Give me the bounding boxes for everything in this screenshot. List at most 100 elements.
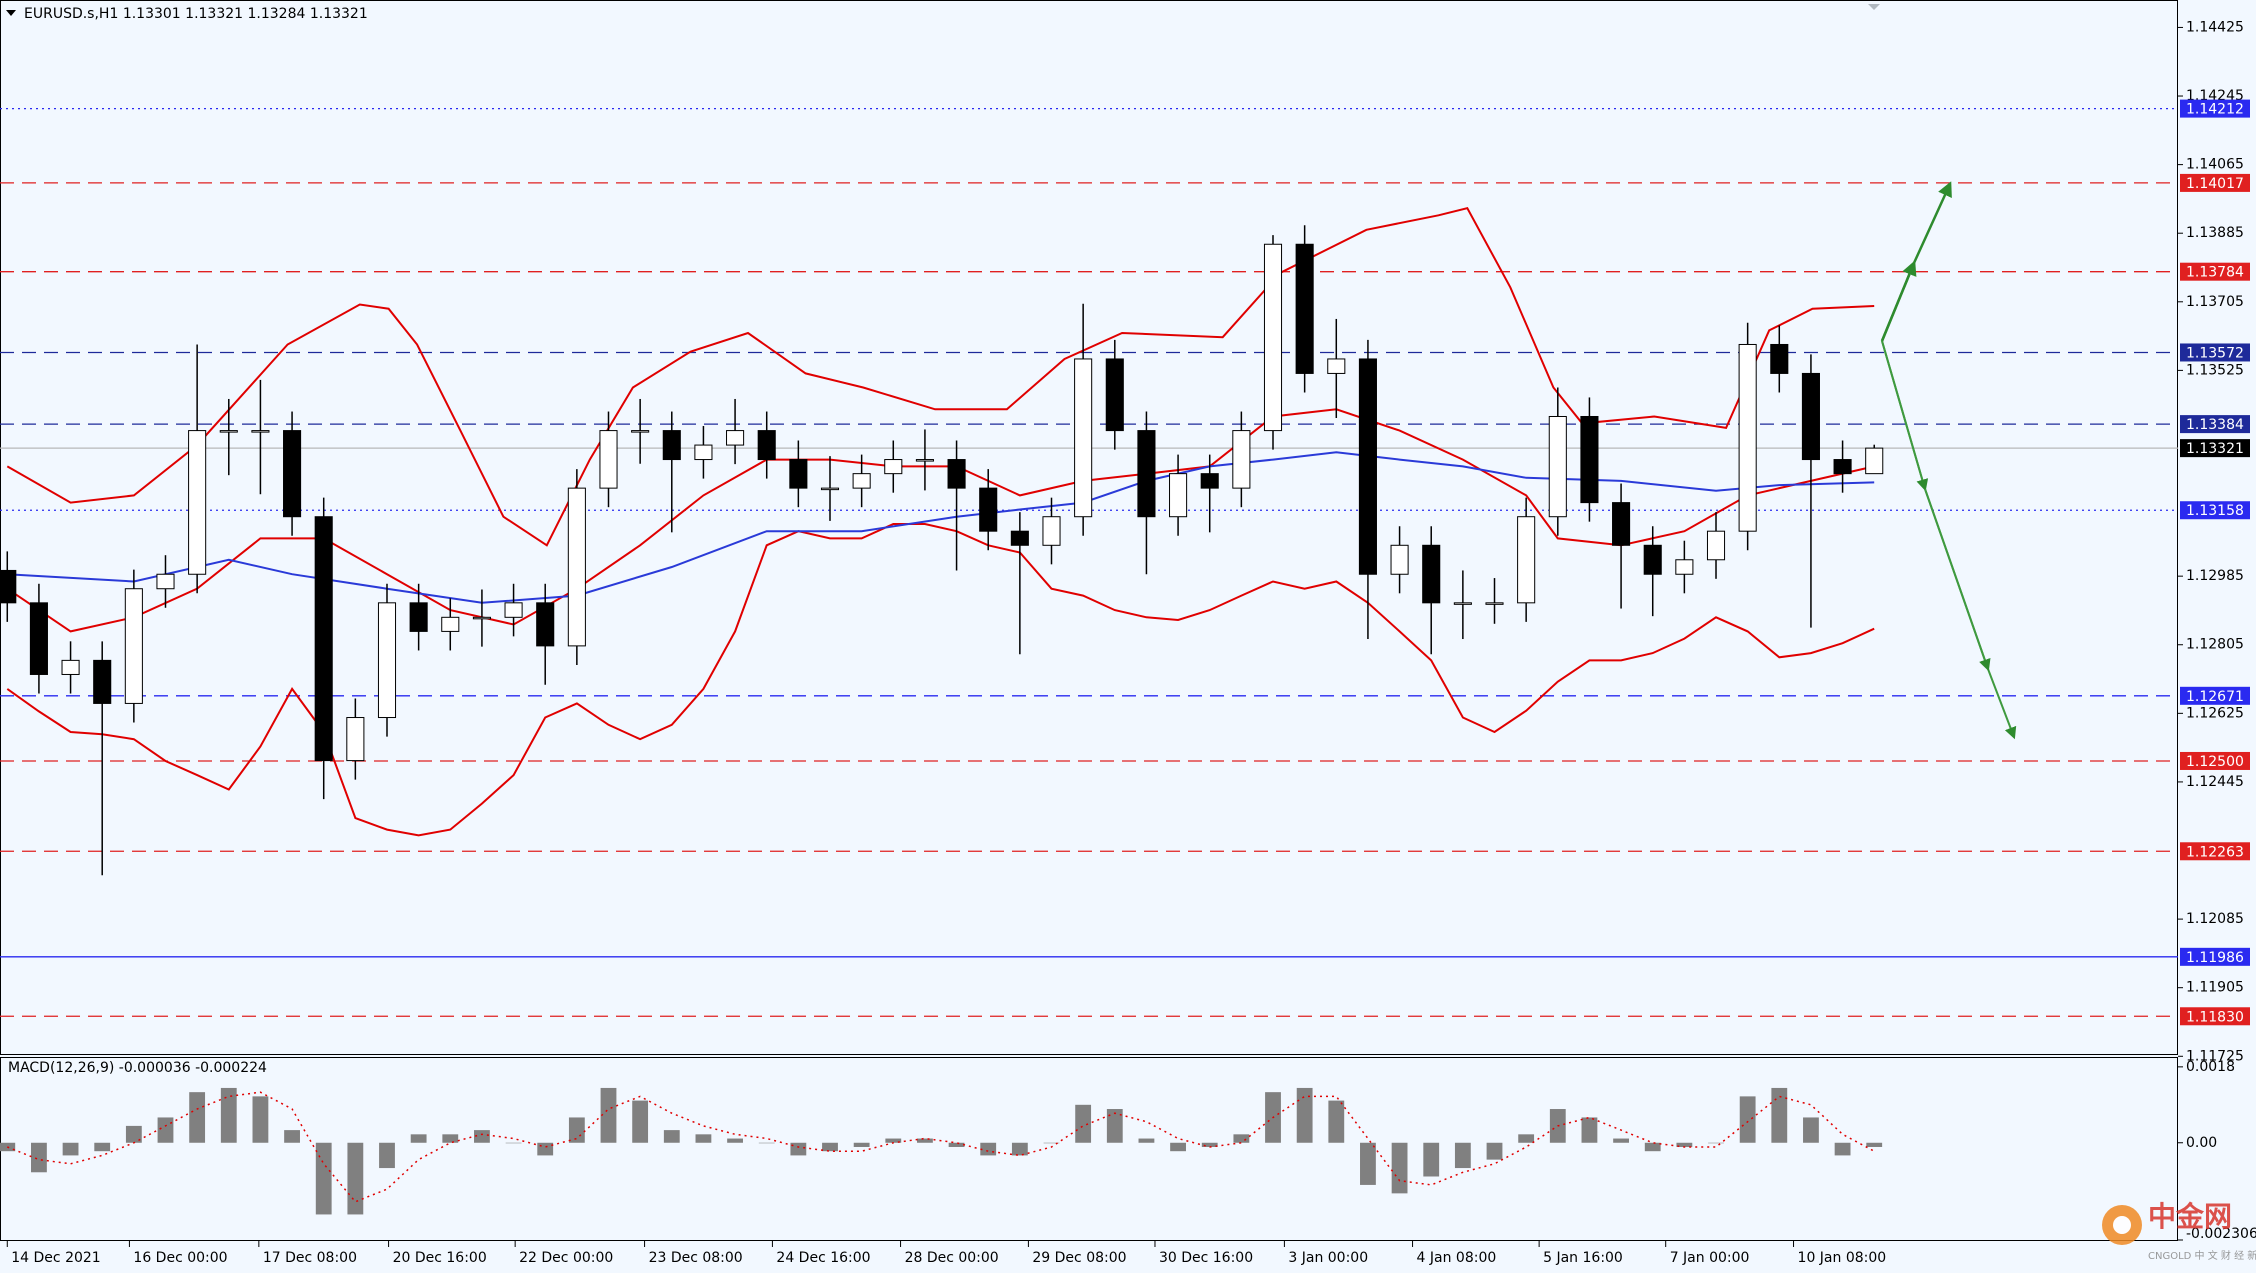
candle-body <box>1548 415 1567 518</box>
watermark-logo-inner <box>2113 1216 2131 1234</box>
watermark: 中金网 CNGOLD 中 文 财 经 新 媒 体 <box>2102 1200 2256 1262</box>
candle-body <box>1833 459 1852 475</box>
y-tick-label: 1.14065 <box>2186 157 2244 173</box>
level-label: 1.14212 <box>2186 102 2244 118</box>
x-tick-label: 28 Dec 00:00 <box>905 1250 999 1266</box>
candle-body <box>93 659 112 704</box>
macd-bar <box>94 1142 111 1152</box>
y-tick-label: 1.12625 <box>2186 705 2244 721</box>
candle-body <box>61 659 80 675</box>
candle-body <box>1200 473 1219 489</box>
x-tick-label: 30 Dec 16:00 <box>1159 1250 1253 1266</box>
macd-bar <box>1423 1142 1440 1177</box>
level-label: 1.11986 <box>2186 950 2244 966</box>
macd-bar <box>1360 1142 1376 1185</box>
down-arrow-head-1 <box>1881 340 1929 492</box>
candle-body <box>852 473 871 489</box>
macd-bar <box>1486 1142 1503 1160</box>
candle-body <box>1358 358 1377 575</box>
candle-body <box>504 602 523 618</box>
down-arrow-head-2 <box>1924 488 1991 672</box>
macd-bar <box>1296 1087 1313 1143</box>
candle-body <box>1706 530 1726 561</box>
watermark-text: 中金网 <box>2148 1200 2232 1233</box>
y-tick-label: 1.14425 <box>2186 19 2244 35</box>
x-tick-label: 16 Dec 00:00 <box>133 1250 227 1266</box>
candle-body <box>1643 544 1662 575</box>
macd-bar <box>1454 1142 1471 1169</box>
candle-body <box>251 430 270 433</box>
macd-bar <box>695 1134 712 1143</box>
candle-body <box>1390 544 1409 575</box>
candle-body <box>29 602 48 675</box>
y-tick-label: 1.11905 <box>2186 980 2244 996</box>
candle-body <box>820 487 840 491</box>
x-tick-label: 14 Dec 2021 <box>11 1250 100 1266</box>
candle-body <box>694 444 713 461</box>
macd-bar <box>284 1130 300 1143</box>
macd-bar <box>1391 1142 1408 1194</box>
candle-body <box>757 430 776 461</box>
forecast-arrows <box>1880 181 2017 740</box>
macd-title: MACD(12,26,9) -0.000036 -0.000224 <box>8 1060 267 1076</box>
macd-bar <box>1708 1142 1724 1144</box>
x-tick-label: 23 Dec 08:00 <box>649 1250 743 1266</box>
candle-body <box>156 573 175 590</box>
macd-bar <box>663 1130 680 1143</box>
level-label: 1.12263 <box>2186 844 2244 860</box>
level-label-bg <box>2180 99 2250 118</box>
macd-bar <box>505 1142 522 1144</box>
macd-y-tick-label: -0.002306 <box>2186 1226 2256 1242</box>
candle-body <box>1612 502 1631 546</box>
macd-bar <box>1170 1142 1186 1152</box>
level-label: 1.14017 <box>2186 176 2244 192</box>
y-tick-label: 1.12085 <box>2186 911 2244 927</box>
macd-bar <box>1739 1096 1756 1143</box>
macd-bar <box>1043 1142 1060 1144</box>
macd-bar <box>189 1092 206 1143</box>
candle-body <box>1169 473 1188 518</box>
candle-body <box>536 602 555 647</box>
candle-body <box>0 569 17 604</box>
macd-bar <box>474 1130 490 1143</box>
x-tick-label: 4 Jan 08:00 <box>1417 1250 1497 1266</box>
macd-bar <box>252 1096 269 1143</box>
macd-panel <box>0 1087 1883 1215</box>
candle-body <box>1232 430 1251 489</box>
candle-body <box>1580 415 1599 504</box>
level-label: 1.13784 <box>2186 265 2244 281</box>
x-tick-label: 22 Dec 00:00 <box>519 1250 613 1266</box>
macd-bar <box>980 1142 997 1156</box>
candle-body <box>346 717 365 762</box>
macd-bar <box>790 1142 807 1156</box>
macd-bar <box>1581 1117 1598 1143</box>
candle-body <box>789 459 808 489</box>
level-label: 1.13321 <box>2186 441 2244 457</box>
candle-body <box>662 430 681 461</box>
axes: 1.144251.142451.140651.138851.137051.135… <box>6 19 2256 1266</box>
macd-bar <box>410 1134 427 1143</box>
macd-signal <box>7 1091 1875 1203</box>
macd-bar <box>1676 1142 1693 1147</box>
candle-body <box>314 516 333 762</box>
macd-y-tick-label: 0.0018 <box>2186 1059 2235 1075</box>
level-label-bg <box>2180 262 2250 281</box>
candle-body <box>1137 430 1156 518</box>
level-label: 1.13384 <box>2186 417 2244 433</box>
candle-body <box>472 616 491 620</box>
macd-y-tick-label: 0.00 <box>2186 1135 2217 1151</box>
candle-body <box>1517 516 1536 604</box>
level-label-bg <box>2180 1007 2250 1026</box>
macd-bar <box>727 1138 743 1143</box>
level-label-bg <box>2180 501 2250 520</box>
candle-body <box>1801 372 1820 461</box>
macd-bar <box>568 1117 585 1143</box>
candle-body <box>441 616 460 632</box>
candle-body <box>599 430 618 489</box>
indicator-line <box>6 206 1875 547</box>
candle-body <box>1327 358 1346 374</box>
candle-body <box>979 487 998 532</box>
y-tick-label: 1.13525 <box>2186 362 2244 378</box>
